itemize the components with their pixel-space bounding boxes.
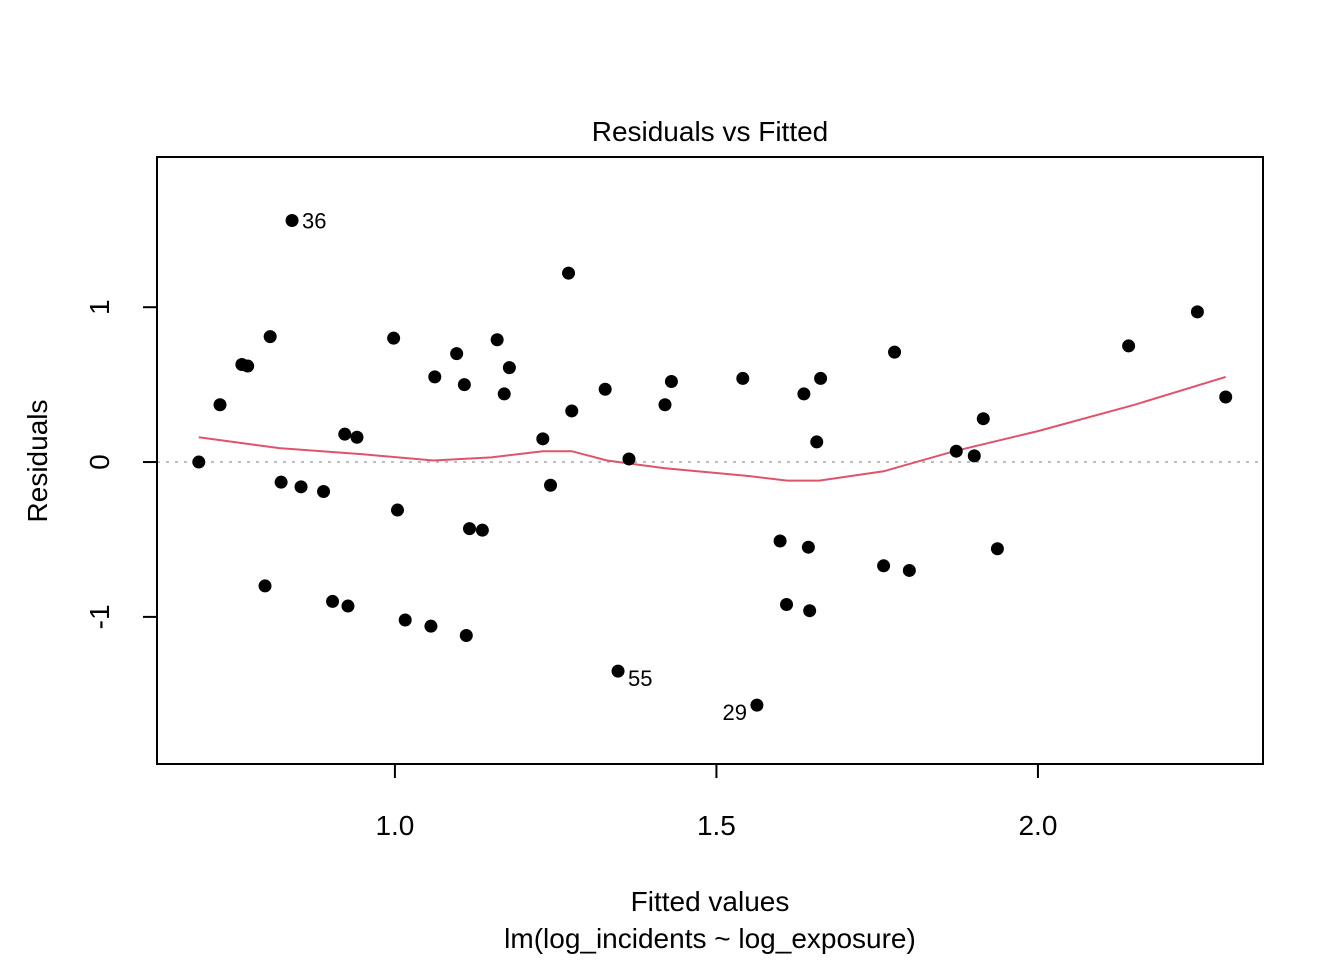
data-point [274,475,288,489]
data-point [611,664,625,678]
data-point [664,375,678,389]
data-point [192,455,206,469]
point-label: 55 [628,666,652,691]
data-point [285,213,299,227]
data-point [341,599,355,613]
data-point [990,542,1004,556]
data-point [390,503,404,517]
data-point [258,579,272,593]
data-point [338,427,352,441]
data-point [544,478,558,492]
data-point [877,559,891,573]
data-point [780,598,794,612]
plot-frame [156,156,1264,765]
data-point [497,387,511,401]
data-point [598,382,612,396]
data-point [888,345,902,359]
x-axis-label: Fitted values [631,886,790,917]
data-point [967,449,981,463]
y-tick-label: 0 [84,454,115,470]
data-point [814,371,828,385]
data-point [450,347,464,361]
data-point [750,698,764,712]
data-point [810,435,824,449]
plot-area: 36 55 29 1.0 1.5 2.0 -1 0 1 [84,156,1264,841]
data-point [1122,339,1136,353]
x-tick-label: 2.0 [1018,810,1057,841]
data-point [622,452,636,466]
data-point [387,331,401,345]
data-point [398,613,412,627]
point-label: 29 [722,700,746,725]
x-axis-subtitle: lm(log_incidents ~ log_exposure) [504,923,916,954]
data-point [736,371,750,385]
data-point [294,480,308,494]
chart-title: Residuals vs Fitted [592,116,829,147]
data-point [536,432,550,446]
data-point [263,330,277,344]
data-point [797,387,811,401]
data-point [475,523,489,537]
smooth-line [198,375,1226,482]
data-point [949,444,963,458]
data-point [490,333,504,347]
data-point [562,266,576,280]
data-point [502,361,516,375]
data-point [350,430,364,444]
data-point [565,404,579,418]
x-tick-label: 1.0 [375,810,414,841]
data-point [1219,390,1233,404]
data-point [902,563,916,577]
data-point [459,628,473,642]
data-point [773,534,787,548]
data-point [976,412,990,426]
point-label: 36 [302,208,326,233]
data-point [317,484,331,498]
data-point [1190,305,1204,319]
data-point [803,604,817,618]
data-point [213,398,227,412]
data-point [241,359,255,373]
data-point [424,619,438,633]
data-point [801,540,815,554]
y-axis-label: Residuals [22,400,53,523]
y-tick-label: 1 [84,299,115,315]
data-point [428,370,442,384]
y-tick-label: -1 [84,604,115,629]
data-point [463,522,477,536]
data-point [658,398,672,412]
x-tick-label: 1.5 [697,810,736,841]
data-point [457,378,471,392]
data-point [326,594,340,608]
